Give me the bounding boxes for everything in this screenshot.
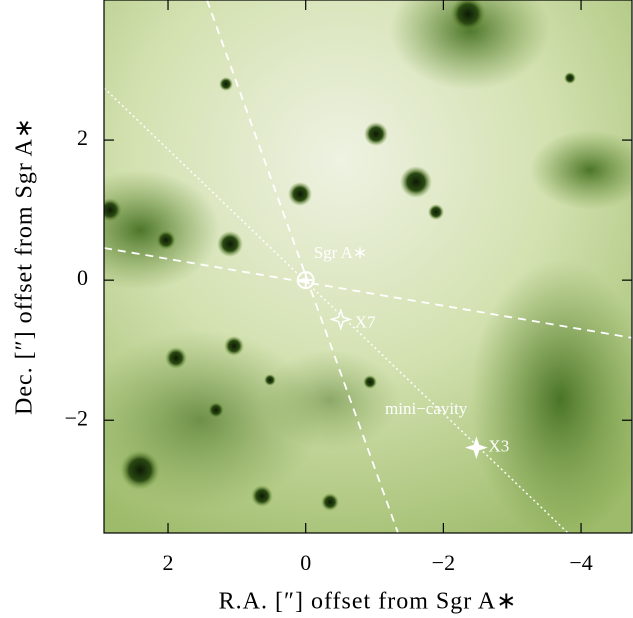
x-tick-label: 0	[300, 550, 311, 575]
x-tick-label: −2	[432, 550, 455, 575]
source-label: X3	[488, 436, 509, 455]
sky-image	[60, 0, 633, 540]
x-axis-title: R.A. [″] offset from Sgr A∗	[219, 589, 518, 615]
y-tick-label: 0	[77, 265, 88, 290]
source-label: Sgr A∗	[314, 243, 367, 262]
annotation: mini−cavity	[385, 399, 468, 418]
y-axis-title: Dec. [″] offset from Sgr A∗	[12, 117, 38, 415]
x-tick-label: −4	[569, 550, 592, 575]
source-marker	[298, 272, 314, 288]
chart: R.A. [″] offset from Sgr A∗ Dec. [″] off…	[0, 0, 633, 618]
x-tick-label: 2	[163, 550, 174, 575]
y-tick-label: 2	[77, 125, 88, 150]
y-tick-label: −2	[65, 405, 88, 430]
source-label: X7	[355, 312, 376, 331]
